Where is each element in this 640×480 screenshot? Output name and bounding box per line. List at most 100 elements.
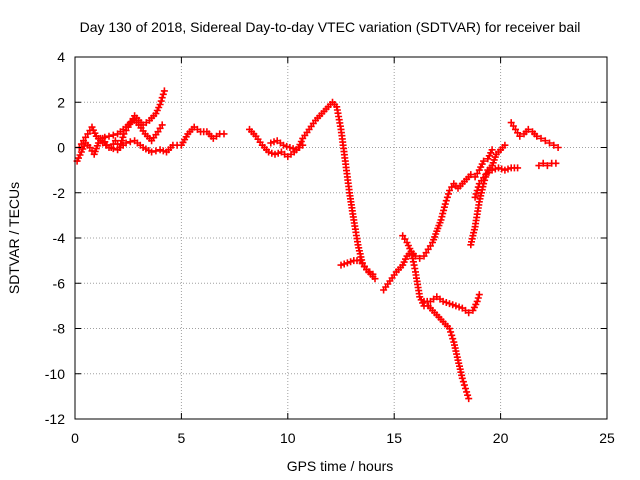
y-tick-label: -6 <box>53 275 66 291</box>
data-point <box>343 259 351 267</box>
data-point <box>265 148 273 156</box>
data-point <box>442 197 450 205</box>
x-tick-label: 20 <box>493 430 509 446</box>
data-point <box>543 162 551 170</box>
y-tick-label: 2 <box>57 94 65 110</box>
data-point <box>474 294 482 302</box>
data-point <box>495 164 502 172</box>
data-point <box>443 193 451 201</box>
data-point <box>552 159 560 167</box>
axis-ticks <box>74 56 608 420</box>
data-point <box>514 164 522 172</box>
data-point <box>439 210 447 218</box>
data-point <box>126 138 134 146</box>
data-point <box>416 254 424 262</box>
data-point <box>448 331 456 339</box>
data-point <box>118 137 126 145</box>
data-point <box>501 141 509 149</box>
x-tick-label: 0 <box>71 430 79 446</box>
y-tick-label: -4 <box>53 230 66 246</box>
data-point <box>471 193 479 201</box>
data-point <box>459 378 467 386</box>
data-point <box>491 165 499 173</box>
data-points <box>73 87 562 403</box>
chart-title: Day 130 of 2018, Sidereal Day-to-day VTE… <box>80 19 581 35</box>
y-tick-label: 4 <box>57 49 65 65</box>
data-point <box>148 148 156 156</box>
data-point <box>460 381 468 389</box>
grid-lines <box>75 57 607 419</box>
data-point <box>371 275 379 283</box>
data-point <box>465 309 473 317</box>
data-point <box>283 142 291 150</box>
data-point <box>498 165 506 173</box>
data-point <box>156 101 164 108</box>
data-point <box>516 132 524 140</box>
data-point <box>437 216 445 224</box>
data-point <box>270 138 278 146</box>
data-point <box>340 260 348 268</box>
data-point <box>446 325 453 332</box>
data-point <box>119 133 127 141</box>
tick-labels: 0 5 10 15 20 25 -12 -10 -8 -6 -4 -2 0 2 4 <box>45 49 615 446</box>
data-point <box>152 147 160 155</box>
data-point <box>97 134 104 142</box>
data-point <box>464 391 472 399</box>
x-tick-label: 25 <box>599 430 615 446</box>
data-point <box>550 141 558 149</box>
data-point <box>347 258 355 266</box>
data-point <box>158 121 166 129</box>
data-point <box>268 149 276 157</box>
data-point <box>159 90 167 98</box>
x-tick-label: 10 <box>280 430 296 446</box>
data-point <box>109 145 117 153</box>
x-axis-label: GPS time / hours <box>287 458 394 474</box>
data-point <box>109 131 117 139</box>
data-point <box>126 119 134 127</box>
data-point <box>546 139 553 147</box>
data-point <box>474 183 482 191</box>
data-point <box>473 187 481 194</box>
data-point <box>458 374 466 382</box>
data-point <box>539 159 547 167</box>
data-point <box>442 299 450 306</box>
data-point <box>455 303 463 311</box>
x-tick-label: 5 <box>178 430 186 446</box>
data-point <box>101 133 109 141</box>
x-tick-label: 15 <box>386 430 402 446</box>
data-point <box>337 261 345 269</box>
data-point <box>504 165 512 173</box>
data-point <box>280 141 287 149</box>
data-point <box>445 190 452 198</box>
data-point <box>462 385 469 392</box>
data-point <box>475 291 483 299</box>
data-point <box>473 297 481 305</box>
data-point <box>159 147 167 155</box>
data-point <box>452 302 460 310</box>
y-tick-label: -8 <box>53 321 66 337</box>
data-point <box>220 130 228 138</box>
data-point <box>449 335 457 343</box>
data-point <box>472 190 480 198</box>
y-tick-label: -12 <box>45 411 65 427</box>
y-tick-label: -2 <box>53 185 66 201</box>
data-point <box>449 301 457 309</box>
data-point <box>467 171 475 179</box>
data-point <box>541 137 549 145</box>
y-tick-label: 0 <box>57 140 65 156</box>
data-point <box>274 149 282 157</box>
y-tick-label: -10 <box>45 366 65 382</box>
data-point <box>105 144 113 151</box>
data-point <box>157 97 165 105</box>
data-point <box>446 300 453 308</box>
data-point <box>299 141 307 149</box>
data-point <box>105 132 113 140</box>
data-point <box>160 87 168 95</box>
data-point <box>463 388 471 396</box>
data-point <box>156 146 164 154</box>
data-point <box>441 200 449 208</box>
data-point <box>439 297 447 305</box>
data-point <box>289 145 297 153</box>
